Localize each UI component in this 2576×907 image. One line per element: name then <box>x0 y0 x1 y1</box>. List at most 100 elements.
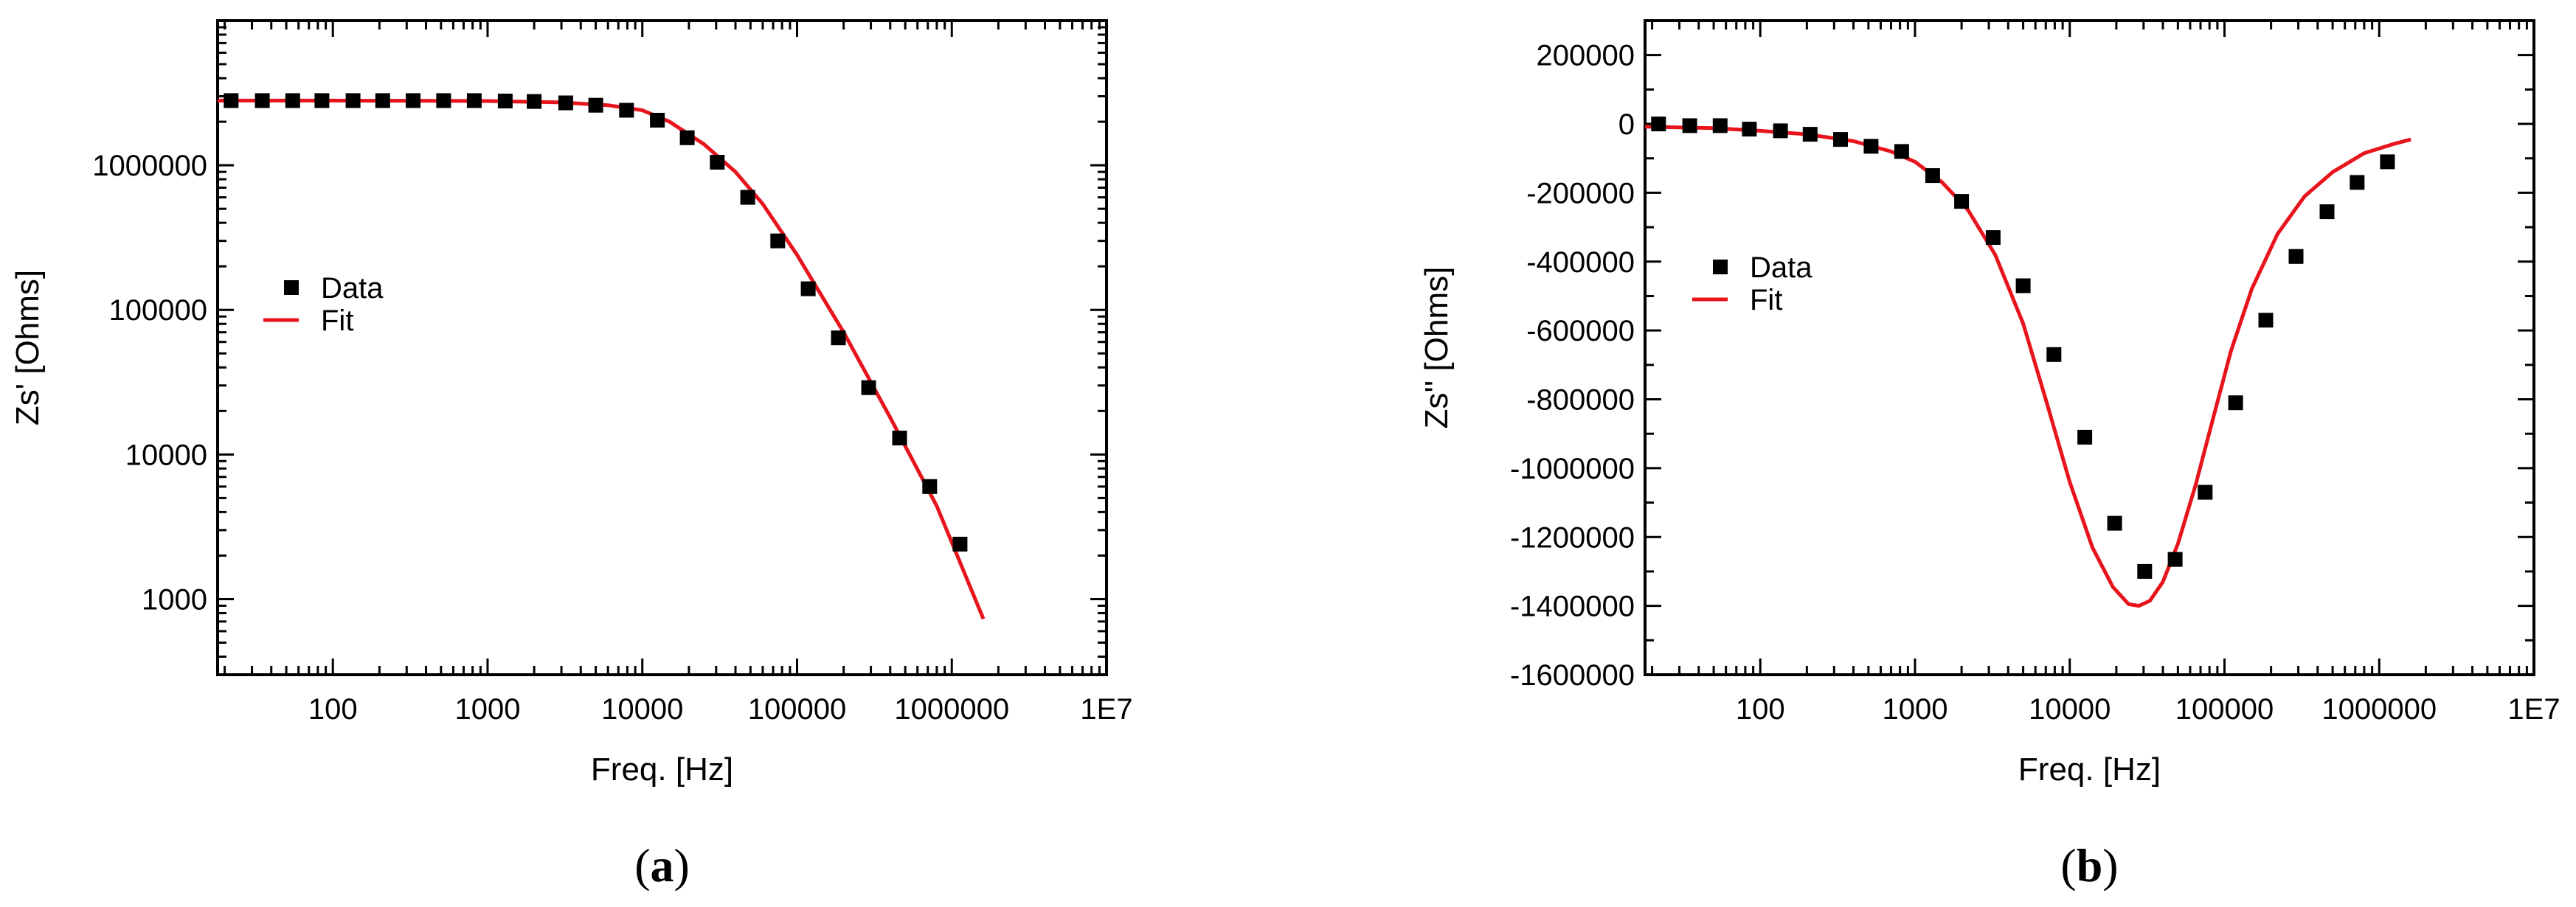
y-axis-title-a: Zs' [Ohms] <box>10 270 46 425</box>
y-tick-label-b: -1200000 <box>1510 521 1635 554</box>
legend-data-marker-b <box>1713 260 1728 274</box>
data-point-b <box>2167 552 2183 567</box>
panel-label-b-letter: b <box>2077 839 2103 892</box>
data-point-a <box>650 113 665 128</box>
x-axis-title-a: Freq. [Hz] <box>591 751 733 788</box>
data-series-a <box>224 93 968 552</box>
data-point-b <box>1985 230 2001 246</box>
data-point-a <box>831 330 846 346</box>
y-tick-label-b: -800000 <box>1526 384 1635 417</box>
plot-frame-a <box>216 19 1108 676</box>
x-axis-title-b: Freq. [Hz] <box>2018 751 2161 788</box>
data-point-b <box>1863 139 1879 154</box>
x-axis-ticks-b: 100 1000 10000 100000 1000000 1E7 <box>1651 21 2561 726</box>
chart-a: 100 1000 10000 100000 1000000 1E7 10001000010… <box>10 19 1133 892</box>
data-point-b <box>2198 484 2213 500</box>
data-point-a <box>527 94 542 109</box>
chart-b: 100 1000 10000 100000 1000000 1E7 200000 0 -200… <box>1419 19 2561 892</box>
fit-line-a <box>218 98 986 620</box>
legend-a: Data Fit <box>263 272 384 337</box>
data-point-b <box>1712 118 1728 133</box>
data-point-a <box>224 93 239 108</box>
data-point-b <box>1833 132 1848 147</box>
data-point-a <box>679 130 695 145</box>
x-tick-label-b: 100000 <box>2175 693 2274 726</box>
data-point-a <box>406 93 420 108</box>
y-tick-label-a: 10000 <box>125 439 207 471</box>
legend-fit-label-b: Fit <box>1750 284 1782 316</box>
data-point-a <box>285 93 300 108</box>
y-tick-label-b: 0 <box>1618 108 1635 141</box>
data-point-a <box>952 536 968 552</box>
x-tick-label-a: 1000000 <box>894 693 1009 726</box>
x-tick-label-a: 100000 <box>748 693 846 726</box>
legend-data-label-b: Data <box>1750 251 1812 284</box>
y-tick-label-a: 1000000 <box>92 150 207 182</box>
data-point-b <box>2137 563 2153 579</box>
data-point-b <box>2258 313 2274 328</box>
data-point-a <box>800 281 816 296</box>
y-tick-label-a: 100000 <box>109 294 207 327</box>
panel-label-a-close: ) <box>674 839 690 892</box>
fit-line-b <box>1644 125 2411 608</box>
data-point-b <box>2046 347 2062 362</box>
y-tick-label-a: 1000 <box>142 583 207 616</box>
data-point-b <box>2288 249 2304 264</box>
data-point-b <box>1742 122 1757 137</box>
data-series-b <box>1651 117 2395 579</box>
data-point-b <box>2380 154 2395 170</box>
y-tick-label-b: -200000 <box>1526 177 1635 209</box>
data-point-a <box>922 479 938 494</box>
panel-label-a: (a) <box>634 839 690 892</box>
data-point-a <box>255 93 270 108</box>
data-point-a <box>892 431 907 445</box>
fit-series-b <box>1644 125 2411 608</box>
data-point-a <box>861 380 876 395</box>
data-point-b <box>1894 144 1909 159</box>
legend-fit-label-a: Fit <box>321 305 353 337</box>
x-tick-label-a: 1000 <box>454 693 520 726</box>
data-point-b <box>1682 118 1697 133</box>
y-tick-label-b: -600000 <box>1526 315 1635 347</box>
fit-series-a <box>218 98 986 620</box>
legend-data-label-a: Data <box>321 272 384 305</box>
y-tick-label-b: -1000000 <box>1510 453 1635 485</box>
data-point-b <box>2319 204 2335 220</box>
data-point-a <box>558 95 573 111</box>
x-tick-label-a: 1E7 <box>1080 693 1132 726</box>
data-point-a <box>497 94 513 108</box>
y-tick-label-b: 200000 <box>1537 40 1635 72</box>
panel-label-b-close: ) <box>2102 839 2118 892</box>
x-tick-label-b: 1000 <box>1882 693 1947 726</box>
plot-frame-b <box>1644 19 2535 676</box>
data-point-a <box>588 97 603 113</box>
x-tick-label-b: 1000000 <box>2321 693 2437 726</box>
y-axis-title-b: Zs'' [Ohms] <box>1419 267 1455 429</box>
data-point-b <box>1651 117 1666 132</box>
data-point-b <box>2228 395 2243 411</box>
x-tick-label-b: 1E7 <box>2507 693 2560 726</box>
legend-b: Data Fit <box>1692 251 1812 316</box>
panel-label-a-letter: a <box>651 839 674 892</box>
data-point-b <box>2107 515 2122 531</box>
y-axis-ticks-a: 1000 10000 100000 1000000 <box>92 19 1107 676</box>
y-axis-ticks-b: 200000 0 -200000 -400000 -600000 -800000 -1000… <box>1510 19 2534 692</box>
panel-label-b-open: ( <box>2060 839 2076 892</box>
data-point-a <box>345 93 361 108</box>
data-point-a <box>436 93 451 108</box>
data-point-a <box>740 190 755 205</box>
data-point-a <box>466 93 482 108</box>
data-point-b <box>2015 278 2031 293</box>
panel-label-a-open: ( <box>634 839 650 892</box>
data-point-b <box>1802 127 1818 142</box>
y-tick-label-b: -1600000 <box>1510 659 1635 692</box>
x-tick-label-b: 10000 <box>2029 693 2111 726</box>
x-tick-label-b: 100 <box>1736 693 1785 726</box>
data-point-b <box>2350 175 2365 190</box>
legend-data-marker-a <box>284 280 299 295</box>
data-point-b <box>1773 123 1788 139</box>
data-point-a <box>314 93 330 108</box>
data-point-a <box>375 93 390 108</box>
data-point-b <box>2077 429 2093 445</box>
